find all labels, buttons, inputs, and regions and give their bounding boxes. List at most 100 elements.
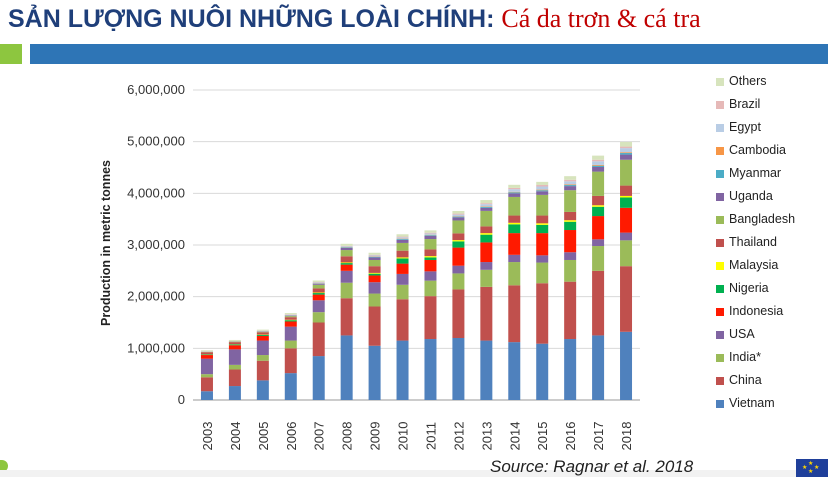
bar-segment — [228, 386, 241, 400]
bar-segment — [424, 249, 437, 257]
bar-segment — [284, 315, 297, 317]
bar-segment — [536, 181, 549, 185]
bar-segment — [228, 364, 241, 370]
bar-segment — [480, 206, 493, 207]
bar-segment — [284, 340, 297, 349]
bar-segment — [368, 266, 381, 273]
bar-segment — [536, 186, 549, 190]
bar-segment — [620, 185, 633, 196]
x-tick-label: 2008 — [340, 422, 355, 451]
x-tick-label: 2013 — [479, 422, 494, 451]
bar-segment — [396, 299, 409, 341]
x-tick-label: 2012 — [451, 422, 466, 451]
bar-segment — [536, 190, 549, 192]
bar-segment — [592, 270, 605, 336]
footer-band — [0, 470, 828, 477]
bar-segment — [620, 148, 633, 153]
bar-segment — [564, 181, 577, 185]
bar-segment — [396, 263, 409, 274]
footer-accent — [0, 460, 8, 472]
bar-segment — [480, 269, 493, 287]
bar-segment — [340, 243, 353, 246]
bar-segment — [592, 171, 605, 196]
bar-segment — [368, 306, 381, 346]
bar-segment — [368, 273, 381, 276]
bar-segment — [452, 273, 465, 290]
bar-segment — [284, 317, 297, 320]
legend-swatch — [716, 285, 724, 293]
bar-segment — [424, 256, 437, 258]
bar-segment — [256, 340, 269, 356]
slide-title-colon: : — [486, 5, 495, 33]
bar-segment — [480, 286, 493, 341]
x-tick-label: 2005 — [256, 422, 271, 451]
bar-segment — [340, 256, 353, 263]
legend-label: Brazil — [729, 97, 761, 111]
bar-segment — [480, 204, 493, 207]
bar-segment — [592, 246, 605, 271]
bar-segment — [424, 232, 437, 234]
bar-segment — [592, 164, 605, 166]
bar-segment — [536, 233, 549, 256]
bar-segment — [536, 194, 549, 216]
y-axis-label: Production in metric tonnes — [99, 160, 113, 326]
bar-segment — [508, 222, 521, 225]
bar-segment — [228, 345, 241, 350]
bar-segment — [312, 282, 325, 284]
x-tick-label: 2009 — [368, 422, 383, 451]
bar-segment — [620, 153, 633, 155]
bar-segment — [620, 240, 633, 267]
bar-segment — [424, 233, 437, 235]
bar-segment — [284, 326, 297, 341]
bar-segment — [620, 146, 633, 149]
bar-segment — [452, 338, 465, 400]
bar-segment — [284, 348, 297, 374]
legend-label: Egypt — [729, 120, 761, 134]
bar-segment — [592, 216, 605, 240]
bar-segment — [368, 252, 381, 255]
bar-segment — [508, 262, 521, 286]
bar-segment — [536, 262, 549, 284]
bar-segment — [564, 176, 577, 180]
x-tick-label: 2018 — [619, 422, 634, 451]
bar-segment — [480, 206, 493, 208]
bar-segment — [340, 247, 353, 251]
bar-segment — [480, 262, 493, 270]
bar-segment — [284, 313, 297, 315]
bar-segment — [564, 184, 577, 186]
bar-segment — [200, 354, 213, 356]
y-tick-label: 4,000,000 — [127, 185, 185, 200]
y-tick-label: 6,000,000 — [127, 82, 185, 97]
bar-segment — [312, 294, 325, 301]
bar-segment — [480, 203, 493, 205]
bar-segment — [508, 189, 521, 192]
bar-segment — [620, 266, 633, 332]
bar-segment — [508, 285, 521, 343]
bar-segment — [564, 186, 577, 191]
bar-segment — [368, 272, 381, 274]
legend-label: Cambodia — [729, 143, 786, 157]
bar-segment — [340, 247, 353, 248]
bar-segment — [620, 154, 633, 160]
bar-segment — [256, 360, 269, 381]
bar-segment — [312, 283, 325, 285]
bar-segment — [480, 207, 493, 211]
bars — [200, 141, 633, 400]
y-tick-label: 5,000,000 — [127, 134, 185, 149]
legend-swatch — [716, 124, 724, 132]
bar-segment — [200, 355, 213, 359]
bar-segment — [396, 236, 409, 238]
bar-segment — [368, 256, 381, 258]
legend-label: Bangladesh — [729, 212, 796, 226]
bar-segment — [452, 233, 465, 241]
bar-segment — [564, 185, 577, 187]
bar-segment — [480, 210, 493, 227]
bar-segment — [256, 329, 269, 331]
bar-segment — [340, 335, 353, 400]
bar-segment — [536, 184, 549, 187]
bar-segment — [508, 254, 521, 263]
bar-segment — [312, 292, 325, 294]
bar-segment — [200, 358, 213, 375]
bar-segment — [592, 165, 605, 167]
legend-swatch — [716, 147, 724, 155]
